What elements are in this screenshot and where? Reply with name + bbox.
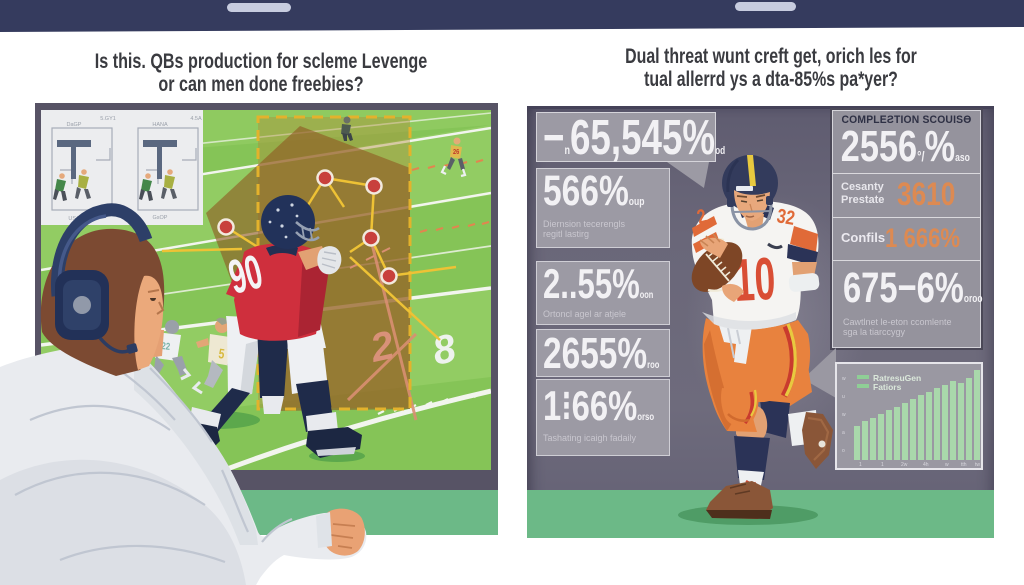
svg-text:1: 1 (859, 462, 862, 468)
svg-text:26: 26 (453, 148, 460, 156)
svg-text:22: 22 (161, 340, 171, 352)
svg-text:USA: USA (68, 216, 80, 222)
svg-text:o: o (842, 448, 845, 454)
svg-text:5: 5 (218, 346, 226, 363)
svg-text:4.5A: 4.5A (190, 116, 202, 122)
svg-text:u: u (842, 394, 845, 400)
svg-text:GsOP: GsOP (153, 215, 168, 221)
svg-text:a: a (842, 430, 845, 436)
svg-text:tw: tw (975, 462, 980, 468)
svg-text:90: 90 (224, 245, 268, 305)
svg-text:4h: 4h (923, 462, 929, 468)
svg-text:HANA: HANA (152, 122, 168, 128)
svg-text:w: w (945, 462, 949, 468)
svg-text:w: w (842, 412, 846, 418)
svg-text:5.GY1: 5.GY1 (100, 116, 116, 122)
svg-text:2: 2 (366, 323, 398, 371)
svg-text:RatresuGen: RatresuGen (873, 373, 921, 383)
svg-text:tth: tth (961, 462, 967, 468)
svg-text:2w: 2w (901, 462, 908, 468)
svg-text:Fatiors: Fatiors (873, 382, 902, 392)
svg-text:1: 1 (881, 462, 884, 468)
svg-text:8: 8 (429, 326, 461, 374)
svg-text:DaGP: DaGP (67, 122, 82, 128)
svg-text:w: w (842, 376, 846, 382)
